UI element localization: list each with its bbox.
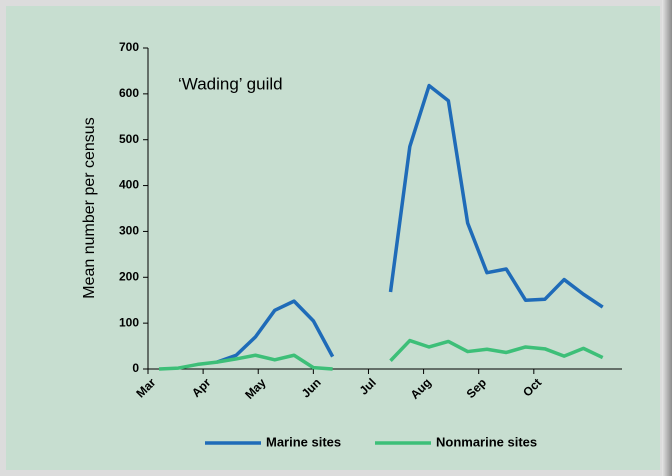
y-axis-label: Mean number per census [81,117,98,298]
y-tick-label: 300 [119,224,139,238]
panel [6,6,660,470]
y-tick-label: 700 [119,40,139,54]
y-tick-label: 400 [119,178,139,192]
y-tick-label: 600 [119,86,139,100]
series-line [158,338,604,371]
y-tick-label: 0 [132,361,139,375]
y-tick-label: 100 [119,315,139,329]
y-tick-label: 200 [119,269,139,283]
legend-label: Marine sites [266,434,341,449]
frame-shadow [662,0,672,476]
y-tick-label: 500 [119,132,139,146]
series-line [216,83,604,364]
legend-label: Nonmarine sites [436,434,537,449]
annotation: ‘Wading’ guild [178,74,283,93]
